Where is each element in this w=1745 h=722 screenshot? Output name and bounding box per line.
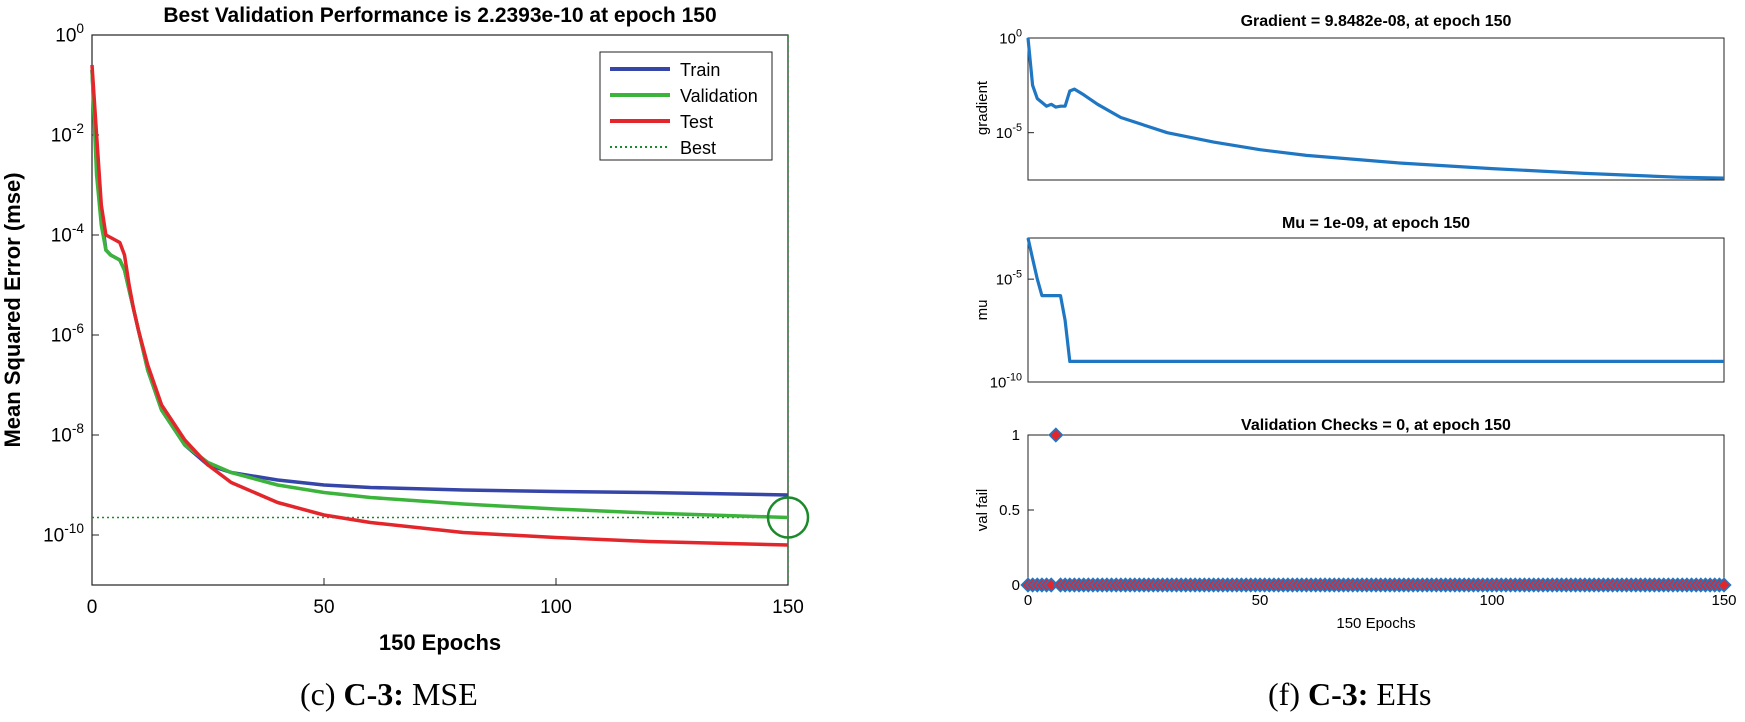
- caption-left-suffix: MSE: [403, 676, 478, 712]
- caption-left-prefix: (c): [300, 676, 344, 712]
- mse-ytick-label-0: 100: [55, 21, 84, 47]
- valfail-chart: Validation Checks = 0, at epoch 150 val …: [974, 417, 1737, 632]
- valfail-title: Validation Checks = 0, at epoch 150: [1241, 417, 1511, 434]
- caption-right: (f) C-3: EHs: [1268, 676, 1432, 713]
- valfail-ylabel: val fail: [974, 489, 991, 532]
- best-point-circle: [766, 496, 810, 539]
- mse-xtick-label-0: 0: [87, 597, 98, 618]
- mse-ytick-label-3: 10-6: [51, 321, 84, 347]
- mu-ylabel: mu: [974, 300, 991, 321]
- caption-right-bold: C-3:: [1307, 676, 1369, 712]
- gradient-ytick-label-1: 10-5: [996, 122, 1022, 142]
- mu-yticks: 10-5 10-10: [990, 269, 1034, 392]
- mse-xticks: 0 50 100 150: [87, 578, 804, 618]
- mse-xtick-label-3: 150: [772, 597, 804, 618]
- gradient-ytick-label-0: 100: [999, 28, 1022, 48]
- legend-test-label: Test: [680, 112, 713, 132]
- gradient-yticks: 100 10-5: [996, 28, 1034, 142]
- gradient-lines: [1026, 37, 1725, 180]
- caption-right-suffix: EHs: [1368, 676, 1432, 712]
- valfail-xlabel: 150 Epochs: [1336, 615, 1415, 632]
- valfail-xticks: 0 50 100 150: [1024, 579, 1737, 609]
- mse-title: Best Validation Performance is 2.2393e-1…: [163, 4, 716, 27]
- mse-ytick-label-1: 10-2: [51, 121, 84, 147]
- mu-ytick-label-0: 10-5: [996, 269, 1022, 289]
- mse-xtick-label-2: 100: [540, 597, 572, 618]
- mse-ylabel: Mean Squared Error (mse): [0, 172, 25, 447]
- legend-train-label: Train: [680, 60, 720, 80]
- gradient-title: Gradient = 9.8482e-08, at epoch 150: [1241, 13, 1512, 30]
- valfail-marks: [1020, 427, 1732, 593]
- mse-ytick-label-2: 10-4: [51, 221, 85, 247]
- valfail-ytick-label-1: 0.5: [999, 502, 1020, 519]
- gradient-ylabel: gradient: [974, 80, 991, 135]
- valfail-xtick-label-2: 100: [1479, 592, 1504, 609]
- mu-ytick-label-1: 10-10: [990, 372, 1022, 392]
- legend-best-label: Best: [680, 138, 716, 158]
- valfail-xtick-label-3: 150: [1711, 592, 1736, 609]
- valfail-ytick-label-2: 1: [1012, 427, 1020, 444]
- series-mu-line: [1026, 237, 1724, 363]
- valfail-ytick-label-0: 0: [1012, 577, 1020, 594]
- mse-ytick-label-4: 10-8: [51, 421, 85, 447]
- gradient-plot-area: [1027, 37, 1725, 181]
- legend-validation-label: Validation: [680, 86, 758, 106]
- mse-lines: [90, 35, 810, 585]
- series-gradient-line: [1026, 37, 1725, 180]
- mu-title: Mu = 1e-09, at epoch 150: [1282, 215, 1470, 232]
- caption-right-prefix: (f): [1268, 676, 1308, 712]
- mu-chart: Mu = 1e-09, at epoch 150 mu 10-5 10-10: [974, 215, 1725, 392]
- mse-xlabel: 150 Epochs: [379, 630, 501, 655]
- mse-yticks: 100 10-2 10-4 10-6 10-8 10-10: [43, 21, 99, 547]
- caption-left-bold: C-3:: [343, 676, 404, 712]
- gradient-chart: Gradient = 9.8482e-08, at epoch 150 grad…: [974, 13, 1725, 181]
- mse-legend: Train Validation Test Best: [599, 51, 773, 161]
- valfail-plot-area: [1027, 434, 1725, 586]
- series-test-line: [90, 64, 789, 547]
- valfail-marker-epoch-6: [1048, 427, 1064, 443]
- caption-left: (c) C-3: MSE: [300, 676, 478, 713]
- mu-lines: [1026, 237, 1724, 363]
- mu-plot-area: [1027, 237, 1725, 383]
- valfail-xtick-label-0: 0: [1024, 592, 1032, 609]
- mse-chart: Best Validation Performance is 2.2393e-1…: [0, 4, 810, 655]
- mse-ytick-label-5: 10-10: [43, 521, 84, 547]
- valfail-xtick-label-1: 50: [1252, 592, 1269, 609]
- mse-xtick-label-1: 50: [313, 597, 334, 618]
- valfail-marker-epoch-150: [1716, 577, 1732, 593]
